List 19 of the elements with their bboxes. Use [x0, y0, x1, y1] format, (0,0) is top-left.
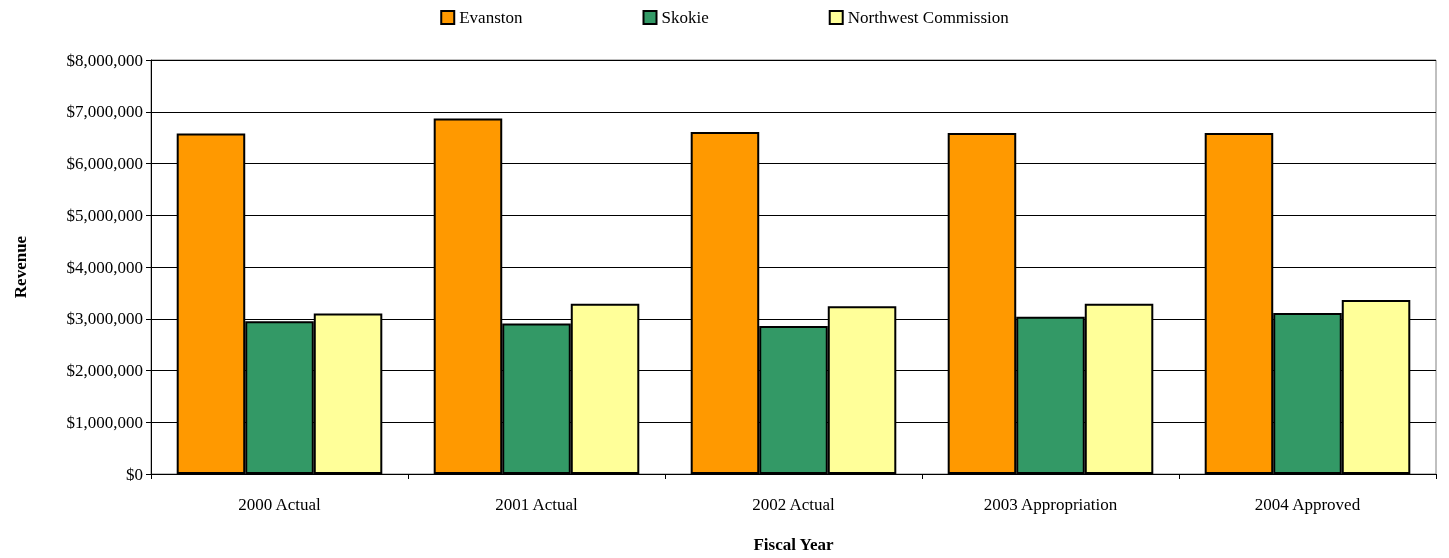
y-tick-label: $6,000,000: [66, 154, 143, 173]
x-axis-title: Fiscal Year: [753, 535, 834, 554]
y-tick-label: $5,000,000: [66, 205, 143, 225]
x-tick-label: 2000 Actual: [238, 495, 322, 514]
legend-label: Skokie: [661, 8, 709, 27]
x-tick-label: 2002 Actual: [752, 495, 836, 514]
y-tick-label: $1,000,000: [66, 412, 143, 432]
y-tick-label: $7,000,000: [66, 102, 143, 122]
legend-label: Northwest Commission: [847, 8, 1010, 27]
y-axis-title: Revenue: [11, 235, 30, 299]
x-tick-label: 2001 Actual: [495, 495, 579, 514]
y-tick-label: $8,000,000: [66, 50, 143, 70]
y-tick-label: $0: [126, 464, 143, 484]
x-tick-label: 2003 Appropriation: [983, 495, 1118, 514]
y-tick-label: $4,000,000: [66, 257, 143, 277]
y-tick-label: $2,000,000: [66, 361, 143, 380]
x-tick-label: 2004 Approved: [1254, 495, 1361, 514]
y-tick-label: $3,000,000: [66, 309, 143, 329]
legend-label: Evanston: [459, 8, 524, 27]
